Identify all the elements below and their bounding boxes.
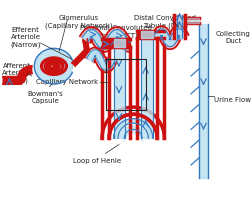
Text: Proximal Convoluted
Tubule (PCT): Proximal Convoluted Tubule (PCT) — [80, 25, 152, 39]
Polygon shape — [73, 61, 78, 71]
Polygon shape — [114, 119, 153, 138]
Polygon shape — [80, 27, 131, 52]
Text: Efferent
Arteriole
(Narrow): Efferent Arteriole (Narrow) — [10, 27, 41, 48]
Text: Afferent
Arteriole
(Wide): Afferent Arteriole (Wide) — [2, 63, 32, 84]
Text: Collecting
Duct: Collecting Duct — [216, 31, 251, 44]
Polygon shape — [34, 48, 74, 84]
Text: Distal Convoluted
Tubule (DCT): Distal Convoluted Tubule (DCT) — [134, 15, 196, 29]
Polygon shape — [72, 39, 89, 66]
Text: Urine Flow: Urine Flow — [214, 97, 251, 103]
Polygon shape — [152, 26, 188, 49]
Polygon shape — [124, 126, 142, 142]
Text: Capillary Network: Capillary Network — [36, 79, 99, 85]
Polygon shape — [3, 66, 32, 84]
Polygon shape — [154, 29, 186, 47]
Polygon shape — [85, 47, 117, 72]
Text: Loop of Henle: Loop of Henle — [73, 158, 121, 164]
Polygon shape — [82, 30, 130, 49]
Polygon shape — [87, 50, 115, 70]
Text: Glomerulus
(Capillary Network): Glomerulus (Capillary Network) — [45, 15, 113, 29]
Text: Bowman's
Capsule: Bowman's Capsule — [27, 91, 63, 104]
